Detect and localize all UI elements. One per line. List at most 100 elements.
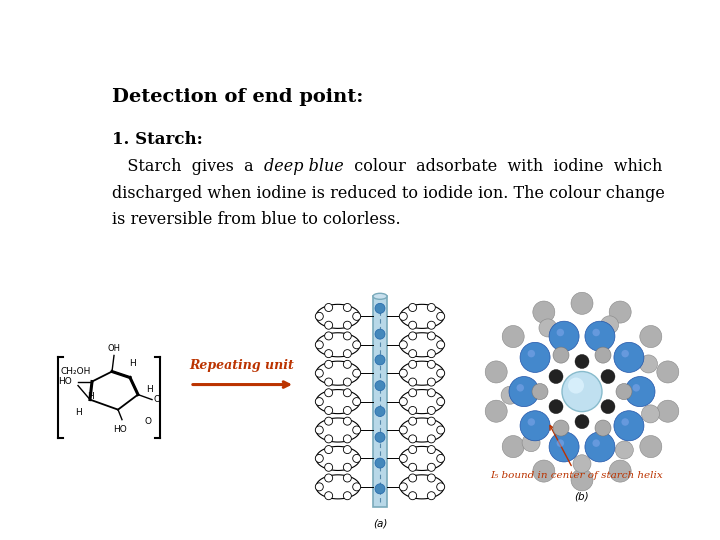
Text: (b): (b)	[575, 492, 589, 502]
Circle shape	[428, 321, 436, 329]
Circle shape	[343, 321, 351, 329]
Circle shape	[315, 312, 323, 320]
Circle shape	[343, 332, 351, 340]
Circle shape	[509, 376, 539, 407]
Circle shape	[409, 332, 417, 340]
Circle shape	[595, 347, 611, 363]
Circle shape	[315, 397, 323, 406]
Circle shape	[437, 483, 445, 491]
Circle shape	[325, 321, 333, 329]
Circle shape	[520, 411, 550, 441]
Circle shape	[428, 446, 436, 454]
Circle shape	[409, 349, 417, 357]
Circle shape	[640, 326, 662, 348]
Circle shape	[532, 383, 548, 400]
Circle shape	[400, 455, 408, 462]
Circle shape	[593, 329, 600, 336]
Circle shape	[375, 303, 385, 313]
Circle shape	[601, 400, 615, 414]
Circle shape	[343, 360, 351, 368]
Circle shape	[325, 389, 333, 397]
Circle shape	[609, 301, 631, 323]
Text: O: O	[154, 395, 161, 404]
Circle shape	[601, 369, 615, 383]
Circle shape	[315, 455, 323, 462]
Circle shape	[573, 455, 591, 473]
Circle shape	[409, 360, 417, 368]
Text: discharged when iodine is reduced to iodide ion. The colour change: discharged when iodine is reduced to iod…	[112, 185, 665, 202]
Circle shape	[315, 426, 323, 434]
Circle shape	[632, 384, 640, 392]
Circle shape	[343, 417, 351, 425]
Circle shape	[325, 463, 333, 471]
Circle shape	[409, 389, 417, 397]
Circle shape	[557, 329, 564, 336]
Circle shape	[549, 432, 579, 462]
Ellipse shape	[373, 293, 387, 299]
Circle shape	[437, 341, 445, 349]
Circle shape	[409, 321, 417, 329]
Circle shape	[353, 341, 361, 349]
Text: HO: HO	[58, 377, 72, 386]
Circle shape	[375, 484, 385, 494]
Text: deep blue: deep blue	[264, 158, 344, 176]
Circle shape	[533, 301, 555, 323]
Circle shape	[353, 369, 361, 377]
Circle shape	[315, 369, 323, 377]
Circle shape	[325, 474, 333, 482]
Circle shape	[409, 446, 417, 454]
Circle shape	[409, 492, 417, 500]
Circle shape	[485, 361, 507, 383]
Circle shape	[553, 420, 569, 436]
Circle shape	[343, 435, 351, 443]
Circle shape	[616, 441, 634, 459]
Text: OH: OH	[107, 345, 120, 354]
Text: (a): (a)	[373, 519, 387, 529]
Circle shape	[400, 369, 408, 377]
Circle shape	[428, 360, 436, 368]
Text: H: H	[86, 392, 94, 401]
Circle shape	[353, 426, 361, 434]
Circle shape	[428, 474, 436, 482]
Circle shape	[325, 378, 333, 386]
Text: Repeating unit: Repeating unit	[189, 359, 294, 372]
Circle shape	[593, 440, 600, 447]
Circle shape	[375, 407, 385, 416]
Circle shape	[609, 460, 631, 482]
Circle shape	[343, 303, 351, 312]
Circle shape	[343, 463, 351, 471]
Circle shape	[428, 407, 436, 415]
Circle shape	[375, 355, 385, 365]
Circle shape	[343, 389, 351, 397]
Text: is reversible from blue to colorless.: is reversible from blue to colorless.	[112, 211, 401, 228]
Circle shape	[553, 347, 569, 363]
Circle shape	[325, 360, 333, 368]
Circle shape	[585, 321, 615, 352]
Circle shape	[353, 397, 361, 406]
Circle shape	[428, 303, 436, 312]
Circle shape	[557, 440, 564, 447]
Text: CH₂OH: CH₂OH	[60, 367, 91, 375]
Circle shape	[516, 384, 524, 392]
Circle shape	[343, 474, 351, 482]
Circle shape	[409, 435, 417, 443]
Circle shape	[343, 349, 351, 357]
Circle shape	[409, 474, 417, 482]
Circle shape	[562, 372, 602, 411]
Circle shape	[614, 342, 644, 373]
Circle shape	[400, 397, 408, 406]
Text: O: O	[145, 417, 151, 426]
Circle shape	[437, 369, 445, 377]
Circle shape	[353, 455, 361, 462]
Text: H: H	[75, 408, 81, 417]
Circle shape	[595, 420, 611, 436]
Circle shape	[325, 435, 333, 443]
Circle shape	[343, 492, 351, 500]
Circle shape	[437, 312, 445, 320]
Circle shape	[325, 492, 333, 500]
Circle shape	[640, 436, 662, 457]
Circle shape	[400, 426, 408, 434]
Circle shape	[502, 436, 524, 457]
Circle shape	[575, 415, 589, 429]
Text: Detection of end point:: Detection of end point:	[112, 87, 364, 106]
